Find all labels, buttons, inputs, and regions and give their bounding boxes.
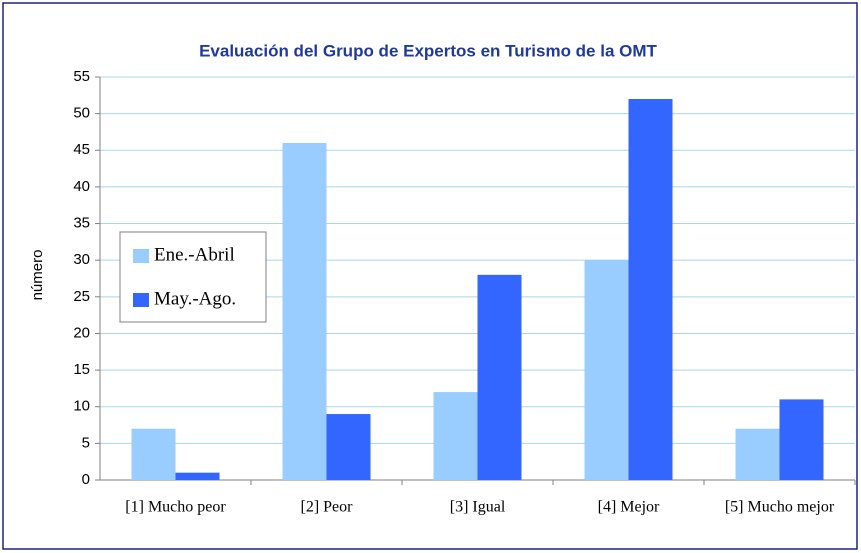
y-tick-label: 10 bbox=[73, 398, 90, 415]
bar bbox=[326, 414, 371, 480]
x-tick-label: [1] Mucho peor bbox=[125, 499, 226, 516]
y-tick-label: 0 bbox=[82, 471, 90, 488]
legend-swatch bbox=[133, 293, 149, 307]
legend-label: Ene.-Abril bbox=[154, 244, 235, 265]
bar bbox=[477, 274, 522, 480]
x-tick-label: [5] Mucho mejor bbox=[725, 499, 835, 516]
y-tick-label: 5 bbox=[82, 434, 90, 451]
bar bbox=[175, 472, 220, 480]
y-tick-label: 40 bbox=[73, 178, 90, 195]
y-tick-label: 45 bbox=[73, 141, 90, 158]
y-tick-label: 25 bbox=[73, 288, 90, 305]
x-tick-label: [2] Peor bbox=[301, 499, 354, 516]
chart-title: Evaluación del Grupo de Expertos en Turi… bbox=[199, 41, 657, 60]
y-tick-label: 35 bbox=[73, 215, 90, 232]
bar bbox=[628, 98, 673, 481]
bar bbox=[433, 392, 478, 480]
bar bbox=[779, 399, 824, 480]
y-tick-label: 15 bbox=[73, 361, 90, 378]
bar bbox=[131, 428, 176, 480]
x-tick-label: [3] Igual bbox=[450, 499, 506, 516]
y-tick-label: 55 bbox=[73, 68, 90, 85]
legend-label: May.-Ago. bbox=[154, 288, 236, 309]
bar bbox=[584, 260, 629, 480]
y-axis-label: número bbox=[29, 250, 46, 301]
x-tick-label: [4] Mejor bbox=[598, 499, 660, 516]
legend-swatch bbox=[133, 249, 149, 263]
bar bbox=[282, 142, 327, 481]
y-tick-label: 20 bbox=[73, 324, 90, 341]
y-tick-label: 50 bbox=[73, 105, 90, 122]
bar bbox=[735, 428, 780, 480]
y-tick-label: 30 bbox=[73, 251, 90, 268]
